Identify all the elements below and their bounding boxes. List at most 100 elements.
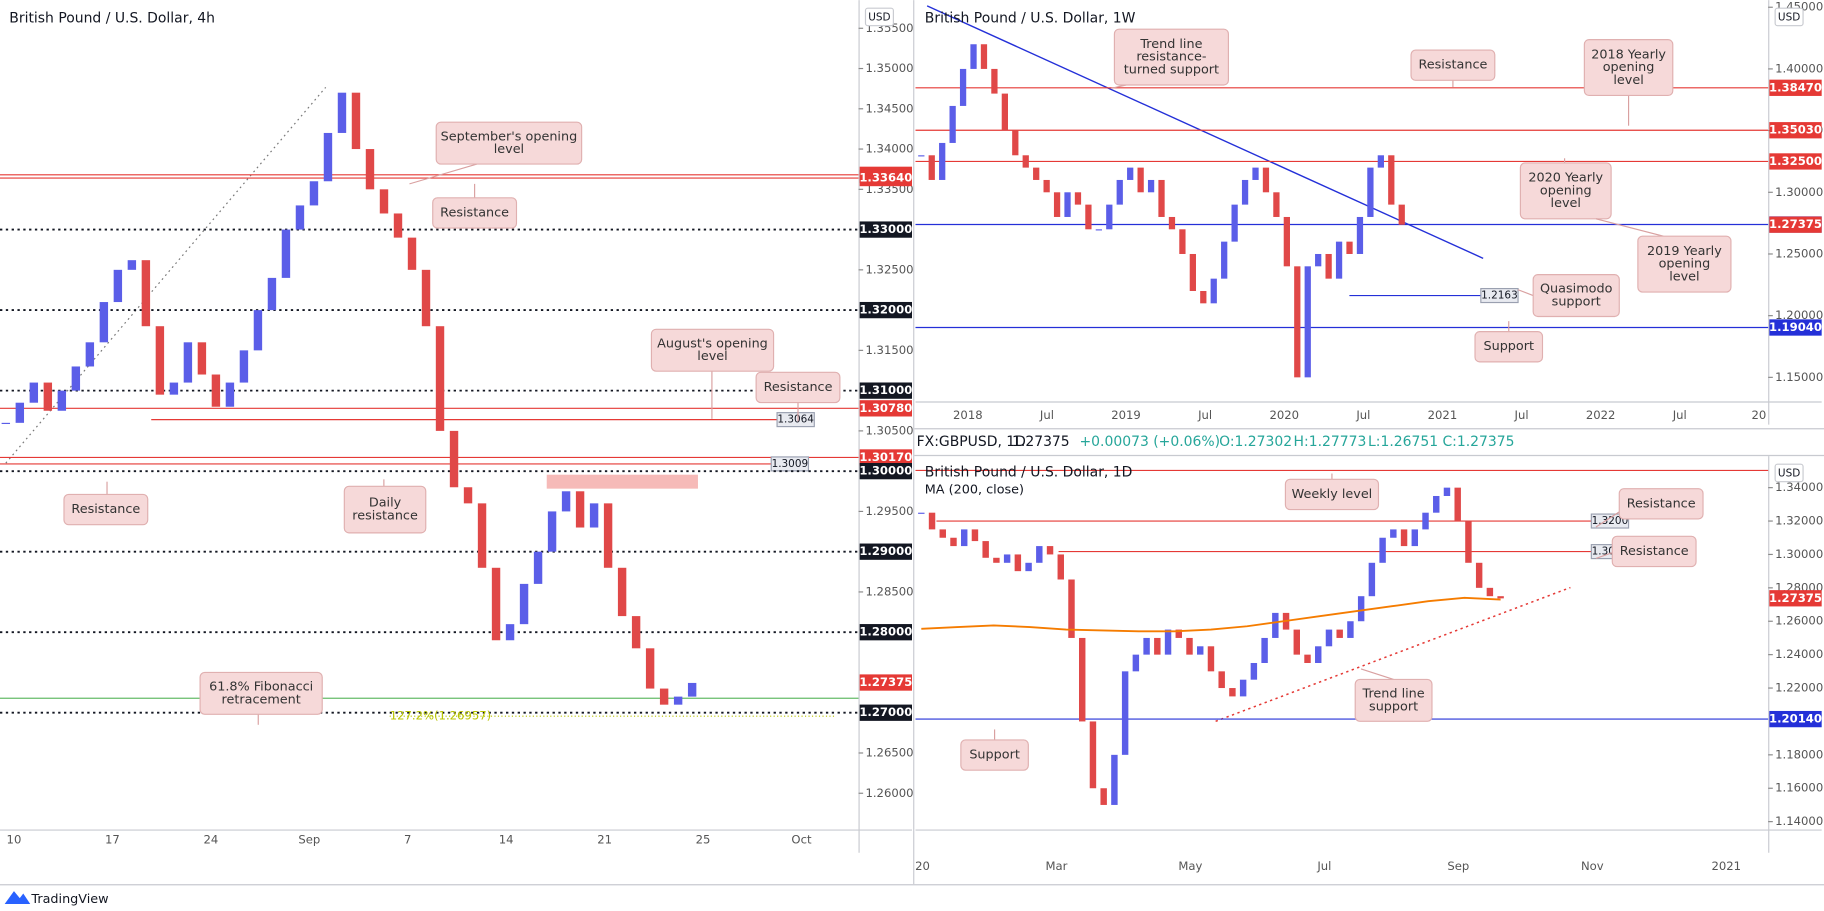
candle [1079, 637, 1086, 722]
candle [1367, 167, 1374, 217]
candle [939, 529, 946, 538]
currency-label: USD [868, 12, 890, 24]
chart-title: British Pound / U.S. Dollar, 1W [925, 11, 1136, 27]
candle [991, 68, 998, 94]
candle [365, 149, 375, 190]
price-tag-label: 1.33000 [859, 222, 912, 236]
candle [519, 583, 529, 625]
currency-badge [1774, 7, 1804, 27]
callout-text: Resistance [1620, 544, 1689, 559]
candle [1357, 596, 1365, 622]
x-tick-label: 2020 [1269, 408, 1299, 422]
drawing [546, 474, 698, 489]
x-tick-label: 14 [499, 832, 514, 846]
candle [1186, 637, 1193, 655]
drawing [926, 5, 1484, 259]
candle [169, 382, 179, 395]
price-tag [859, 704, 912, 721]
candle [1400, 529, 1408, 547]
candle [505, 624, 515, 641]
candle [659, 688, 669, 705]
currency-badge [1774, 463, 1804, 483]
y-tick-label: 1.18000 [1775, 747, 1823, 761]
candle [1443, 487, 1451, 496]
moving-average [921, 596, 1501, 633]
candle [1465, 521, 1472, 563]
callout-text: Weekly level [1292, 487, 1373, 502]
price-tag-label: 1.27375 [1769, 591, 1822, 605]
candle [1036, 546, 1043, 563]
candle [1095, 229, 1102, 231]
x-tick-label: 21 [597, 832, 612, 846]
price-tag [859, 400, 912, 417]
callout [432, 197, 518, 229]
callout-text: level [1669, 269, 1699, 284]
x-tick-label: 7 [404, 832, 411, 846]
x-tick-label: Sep [1447, 859, 1469, 873]
callout-text: support [1369, 699, 1418, 714]
callout-text: September's opening [441, 129, 578, 144]
candle [1293, 629, 1301, 655]
candle [1168, 216, 1176, 230]
y-tick-label: 1.30000 [1775, 547, 1823, 561]
x-tick-label: 20 [915, 859, 930, 873]
candle [1454, 487, 1461, 522]
candle [1147, 179, 1155, 193]
candle [43, 382, 53, 411]
x-tick-label: Oct [791, 832, 812, 846]
y-tick-label: 1.30000 [1775, 185, 1823, 199]
candle [1218, 671, 1225, 689]
x-tick-label: 2022 [1586, 408, 1616, 422]
callout-text: 61.8% Fibonacci [209, 679, 313, 694]
callout-text: resistance- [1136, 50, 1206, 65]
candle [631, 616, 641, 649]
callout-text: 2019 Yearly [1647, 244, 1722, 259]
x-tick-label: Jul [1316, 859, 1331, 873]
y-tick-label: 1.26000 [865, 786, 913, 800]
price-tag-label: 1.32000 [859, 303, 912, 317]
callout [1618, 488, 1704, 520]
callout [63, 493, 149, 526]
candle [1356, 216, 1364, 254]
callout [1519, 162, 1612, 220]
candle [351, 92, 361, 150]
candle [1033, 167, 1040, 180]
callout [960, 739, 1029, 771]
y-tick-label: 1.26500 [865, 745, 913, 759]
candle [393, 213, 403, 238]
indicator-label: MA (200, close) [925, 482, 1024, 497]
price-tag [1769, 216, 1822, 233]
candle [225, 382, 235, 407]
candle [1210, 278, 1217, 304]
candle [29, 382, 39, 403]
candle [918, 512, 925, 514]
x-tick-label: Jul [1672, 408, 1687, 422]
candle [1497, 596, 1504, 599]
callout-text: Quasimodo [1540, 282, 1613, 297]
callout [1611, 535, 1697, 568]
candle [1221, 241, 1228, 279]
candle [1057, 554, 1064, 580]
chart-panel: 1.450001.400001.350001.300001.250001.200… [915, 0, 1823, 425]
candle [1252, 167, 1259, 180]
callout [1284, 478, 1380, 511]
callout-text: opening [1659, 257, 1711, 272]
callout [1410, 49, 1496, 81]
callout-text: resistance [352, 508, 418, 523]
y-tick-label: 1.34000 [865, 142, 913, 156]
candle [435, 326, 445, 431]
candle [211, 374, 221, 407]
price: 1.27375 [1012, 434, 1070, 450]
fib-label: 127.2%(1.26957) [390, 709, 491, 723]
candle [1179, 229, 1186, 254]
candle [949, 105, 956, 143]
currency-label: USD [1778, 468, 1800, 480]
chart-title: British Pound / U.S. Dollar, 1D [925, 464, 1133, 480]
candle [1001, 93, 1008, 131]
y-tick-label: 1.34500 [865, 101, 913, 115]
callout-pointer [1595, 552, 1613, 559]
price-tag [859, 169, 912, 187]
candle [1074, 192, 1082, 205]
ohlc: O:1.27302 [1219, 434, 1292, 450]
